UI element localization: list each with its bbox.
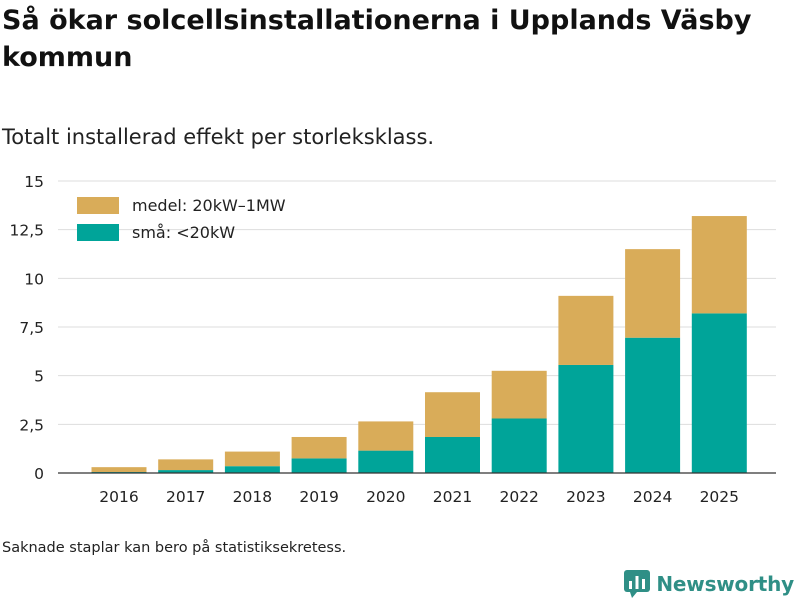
bar-segment xyxy=(691,313,747,473)
bar-segment xyxy=(425,436,480,473)
x-tick-label: 2017 xyxy=(166,488,205,506)
bar-segment xyxy=(224,466,280,473)
y-tick-label: 2,5 xyxy=(19,416,44,434)
bar-segment xyxy=(625,337,681,473)
bar-segment xyxy=(358,450,414,473)
footnote: Saknade staplar kan bero på statistiksek… xyxy=(2,540,347,556)
brand-name: Newsworthy xyxy=(656,572,794,596)
bar-segment xyxy=(691,216,747,314)
bar-segment xyxy=(158,459,214,471)
chart-title: Så ökar solcellsinstallationerna i Uppla… xyxy=(2,5,752,73)
x-tick-label: 2022 xyxy=(499,488,538,506)
chart-subtitle: Totalt installerad effekt per storlekskl… xyxy=(2,125,435,149)
x-tick-label: 2018 xyxy=(233,488,272,506)
x-tick-label: 2023 xyxy=(566,488,605,506)
legend-label: medel: 20kW–1MW xyxy=(132,196,286,215)
bar-segment xyxy=(358,421,414,451)
y-tick-label: 0 xyxy=(34,465,44,483)
legend-swatch xyxy=(77,224,119,241)
bar-segment xyxy=(425,392,480,437)
y-tick-label: 7,5 xyxy=(19,319,44,337)
bar-segment xyxy=(91,467,147,473)
legend-label: små: <20kW xyxy=(132,223,235,242)
bar-segment xyxy=(158,470,214,473)
bar-segment xyxy=(224,451,280,467)
x-tick-label: 2024 xyxy=(633,488,672,506)
x-tick-label: 2019 xyxy=(299,488,338,506)
y-tick-label: 15 xyxy=(24,173,44,191)
legend-swatch xyxy=(77,197,119,214)
bar-chart: 0 2,5 5 7,5 10 12,5 15 2016 2017 2018 2019 2020 2021… xyxy=(9,173,776,506)
bar-segment xyxy=(558,364,614,473)
bar-segment xyxy=(625,249,681,338)
bar-chart-icon xyxy=(624,570,651,598)
bar-segment xyxy=(491,418,547,473)
y-tick-label: 10 xyxy=(24,270,44,288)
x-tick-label: 2016 xyxy=(99,488,138,506)
x-tick-label: 2025 xyxy=(700,488,739,506)
y-tick-label: 5 xyxy=(34,368,44,386)
bar-segment xyxy=(491,370,547,419)
y-tick-label: 12,5 xyxy=(9,222,44,240)
bar-segment xyxy=(291,436,347,459)
x-tick-label: 2020 xyxy=(366,488,405,506)
x-tick-label: 2021 xyxy=(433,488,472,506)
bar-segment xyxy=(291,458,347,473)
newsworthy-logo: Newsworthy xyxy=(624,568,794,600)
bar-segment xyxy=(558,295,614,365)
